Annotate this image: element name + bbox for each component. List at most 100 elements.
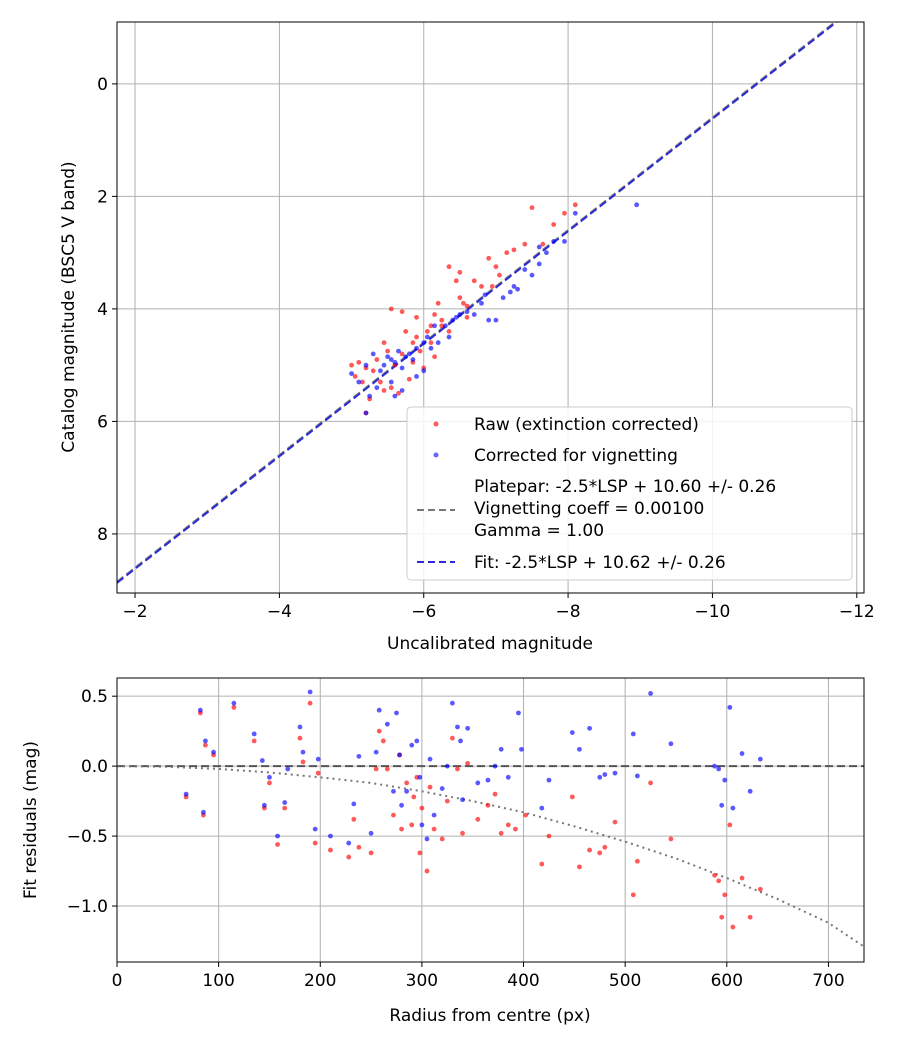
top-data-point xyxy=(356,379,362,385)
bottom-data-point xyxy=(424,836,430,842)
bottom-data-point xyxy=(516,710,521,716)
top-data-point xyxy=(457,269,463,275)
bottom-data-point xyxy=(397,752,402,758)
bottom-data-point xyxy=(251,731,257,737)
bottom-data-point xyxy=(727,822,733,828)
bottom-data-point xyxy=(427,784,433,790)
top-data-point xyxy=(457,312,463,317)
bottom-data-point xyxy=(404,788,410,794)
top-data-point xyxy=(421,340,427,346)
top-data-point xyxy=(511,284,517,289)
bottom-data-point xyxy=(455,724,460,730)
bottom-data-point xyxy=(368,850,374,856)
top-data-point xyxy=(399,309,405,315)
bottom-data-point xyxy=(475,780,481,786)
legend-entry-corrected: Corrected for vignetting xyxy=(433,446,678,466)
bottom-x-tick-label: 600 xyxy=(711,971,743,991)
bottom-x-tick-label: 300 xyxy=(406,971,438,991)
top-data-point xyxy=(370,368,376,374)
top-data-point xyxy=(544,250,549,256)
bottom-grid xyxy=(116,678,864,962)
bottom-data-point xyxy=(414,738,420,744)
top-axes-frame xyxy=(116,21,865,594)
top-series-line xyxy=(117,22,839,584)
bottom-data-point xyxy=(417,774,423,780)
bottom-data-point xyxy=(417,850,423,856)
bottom-data-point xyxy=(231,700,237,706)
bottom-data-point xyxy=(312,840,318,846)
top-data-point xyxy=(378,379,383,385)
bottom-data-point xyxy=(523,812,528,818)
bottom-data-point xyxy=(475,816,481,822)
top-y-axis-label: Catalog magnitude (BSC5 V band) xyxy=(59,161,79,452)
bottom-data-point xyxy=(739,751,745,756)
bottom-data-point xyxy=(351,801,357,807)
bottom-data-point xyxy=(356,753,362,759)
bottom-data-point xyxy=(492,791,498,797)
bottom-data-point xyxy=(307,689,313,695)
bottom-data-point xyxy=(297,735,303,741)
top-data-point xyxy=(374,357,380,362)
top-data-point xyxy=(551,239,557,244)
bottom-data-point xyxy=(328,847,333,853)
top-data-point xyxy=(370,351,376,357)
top-data-point xyxy=(352,374,358,379)
bottom-data-point xyxy=(200,809,206,815)
bottom-data-point xyxy=(648,690,653,696)
top-data-point xyxy=(479,300,484,306)
bottom-x-tick-label: 0 xyxy=(112,971,123,991)
top-data-point xyxy=(522,267,528,272)
bottom-data-point xyxy=(630,892,636,898)
top-data-point xyxy=(493,317,499,323)
top-data-point xyxy=(403,329,409,334)
bottom-y-tick-label: −0.5 xyxy=(67,827,108,847)
bottom-data-point xyxy=(569,730,575,735)
top-data-point xyxy=(363,362,369,368)
top-legend: Raw (extinction corrected) Corrected for… xyxy=(406,406,853,581)
bottom-data-point xyxy=(569,794,575,800)
bottom-data-point xyxy=(597,774,603,780)
top-x-tick-label: −6 xyxy=(411,602,436,622)
legend-label-raw: Raw (extinction corrected) xyxy=(474,415,699,435)
legend-frame xyxy=(406,406,853,581)
bottom-data-point xyxy=(391,812,396,818)
top-data-point xyxy=(421,368,427,374)
bottom-data-point xyxy=(444,763,450,769)
bottom-data-point xyxy=(312,826,318,832)
bottom-data-point xyxy=(351,816,357,822)
bottom-ticks: 0 100 200 300 400 500 600 700 0.5 0.0 −0.5 −1.0 xyxy=(67,687,845,991)
bottom-data-point xyxy=(384,766,390,772)
top-data-point xyxy=(381,362,387,368)
bottom-data-point xyxy=(409,742,415,748)
bottom-data-point xyxy=(455,766,460,772)
bottom-data-point xyxy=(612,819,618,825)
top-data-point xyxy=(417,348,423,354)
bottom-data-point xyxy=(211,749,216,755)
top-x-tick-label: −4 xyxy=(267,602,292,622)
top-data-point xyxy=(356,359,362,365)
top-data-point xyxy=(374,385,380,391)
bottom-data-point xyxy=(577,864,582,870)
top-x-tick-label: −12 xyxy=(839,602,875,622)
top-data-point xyxy=(378,368,383,374)
bottom-data-point xyxy=(539,805,545,811)
bottom-data-point xyxy=(716,766,722,772)
bottom-data-point xyxy=(727,704,733,710)
bottom-x-axis-label: Radius from centre (px) xyxy=(389,1006,590,1026)
top-data-point xyxy=(536,244,542,250)
top-x-tick-label: −2 xyxy=(123,602,148,622)
bottom-data-point xyxy=(439,836,445,842)
top-data-point xyxy=(536,261,542,267)
top-data-point xyxy=(396,390,401,396)
bottom-data-point xyxy=(373,749,379,755)
top-data-point xyxy=(359,379,365,385)
bottom-data-point xyxy=(716,878,722,884)
legend-marker-corrected xyxy=(433,452,439,458)
bottom-data-point xyxy=(259,758,265,763)
top-data-point xyxy=(497,272,502,278)
bottom-data-point xyxy=(634,858,640,864)
top-y-tick-label: 8 xyxy=(97,525,108,545)
top-data-point xyxy=(392,393,398,399)
bottom-data-point xyxy=(297,724,303,730)
bottom-data-point xyxy=(373,766,379,772)
